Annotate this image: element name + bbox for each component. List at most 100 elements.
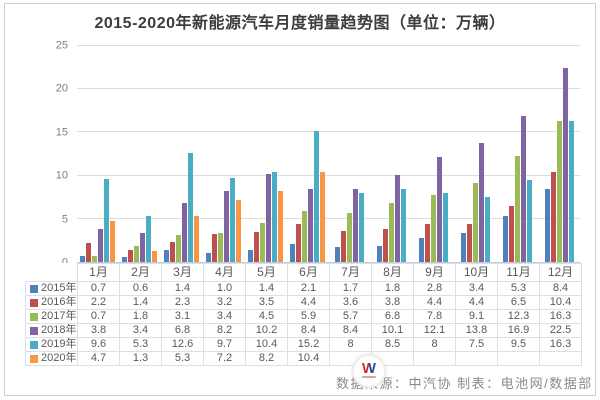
legend-inner: 2018年	[27, 324, 77, 337]
bar-2020年-5月	[278, 191, 284, 262]
bar-2017年-10月	[472, 183, 478, 262]
bar-2019年-9月	[442, 192, 448, 262]
value-2020年-3月: 5.3	[161, 351, 204, 366]
month-label-4月: 4月	[203, 263, 246, 282]
gridline-15	[77, 131, 580, 133]
bar-2019年-7月	[358, 192, 364, 262]
bar-group-1月	[77, 46, 119, 262]
y-tick-label-0: 0	[62, 257, 68, 269]
legend-cell-2015年: 2015年	[25, 281, 78, 296]
bar-2019年-12月	[568, 121, 574, 262]
y-tick-label-20: 20	[55, 82, 68, 95]
bar-2015年-5月	[248, 249, 254, 262]
legend-inner: 2020年	[27, 352, 77, 365]
value-2017年-2月: 1.8	[119, 309, 162, 324]
bar-2019年-2月	[146, 216, 152, 262]
month-header-row: 1月 2月 3月 4月 5月 6月 7月 8月 9月 10月 11月 12月	[25, 263, 582, 282]
legend-inner: 2019年	[27, 338, 77, 351]
bar-2018年-6月	[308, 189, 314, 262]
value-2019年-12月: 16.3	[539, 337, 582, 352]
legend-cell-2020年: 2020年	[25, 351, 78, 366]
value-2019年-11月: 9.5	[497, 337, 540, 352]
value-2018年-2月: 3.4	[119, 323, 162, 338]
watermark-logo: W	[352, 354, 386, 388]
bar-2017年-1月	[92, 255, 98, 262]
month-label-2月: 2月	[119, 263, 162, 282]
bar-2019年-4月	[230, 178, 236, 262]
legend-inner: 2015年	[27, 283, 77, 295]
value-2020年-9月	[413, 351, 456, 366]
value-2015年-8月: 1.8	[371, 281, 414, 296]
bar-2016年-9月	[424, 223, 430, 262]
data-table: 1月 2月 3月 4月 5月 6月 7月 8月 9月 10月 11月 12月 2015年 0.7 0.6 1.…	[25, 263, 582, 366]
value-2018年-12月: 22.5	[539, 323, 582, 338]
bar-2019年-3月	[188, 153, 194, 262]
legend-swatch-2018年	[30, 326, 38, 335]
value-2017年-11月: 12.3	[497, 309, 540, 324]
legend-swatch-2019年	[30, 340, 38, 349]
value-2016年-7月: 3.6	[329, 295, 372, 310]
month-label-1月: 1月	[77, 263, 120, 282]
bar-2016年-7月	[340, 230, 346, 262]
bar-2017年-11月	[514, 155, 520, 262]
value-2016年-1月: 2.2	[77, 295, 120, 310]
bar-2018年-2月	[140, 232, 146, 262]
legend-label-2020年: 2020年	[41, 352, 77, 365]
legend-label-2017年: 2017年	[41, 310, 77, 323]
value-2020年-6月: 10.4	[287, 351, 330, 366]
value-2020年-10月	[455, 351, 498, 366]
bar-2015年-1月	[80, 255, 86, 262]
source-note: 数据来源：中汽协 制表：电池网/数据部	[336, 376, 593, 391]
value-2019年-8月: 8.5	[371, 337, 414, 352]
bar-group-8月	[370, 46, 412, 262]
bar-2017年-7月	[346, 212, 352, 262]
table-row-2019年: 2019年 9.6 5.3 12.6 9.7 10.4 15.2 8 8.5 8 7.5 9.5 16.…	[25, 337, 582, 352]
value-2017年-9月: 7.8	[413, 309, 456, 324]
bar-2017年-6月	[302, 211, 308, 262]
gridline-20	[77, 88, 580, 90]
month-label-11月: 11月	[497, 263, 540, 282]
svg-text:W: W	[362, 360, 377, 377]
legend-cell-2017年: 2017年	[25, 309, 78, 324]
watermark-w-icon: W	[362, 360, 377, 378]
bar-2020年-4月	[236, 199, 242, 262]
value-2016年-8月: 3.8	[371, 295, 414, 310]
plot-area	[77, 45, 580, 263]
bar-group-6月	[287, 46, 329, 262]
legend-swatch-2015年	[30, 284, 38, 293]
bar-2020年-3月	[194, 216, 200, 262]
legend-label-2018年: 2018年	[41, 324, 77, 337]
value-2018年-11月: 16.9	[497, 323, 540, 338]
value-2018年-7月: 8.4	[329, 323, 372, 338]
bars-layer	[77, 46, 580, 262]
value-2019年-5月: 10.4	[245, 337, 288, 352]
month-label-5月: 5月	[245, 263, 288, 282]
value-2020年-2月: 1.3	[119, 351, 162, 366]
bar-2016年-4月	[212, 234, 218, 262]
bar-2016年-12月	[550, 172, 556, 262]
value-2020年-11月	[497, 351, 540, 366]
value-2016年-6月: 4.4	[287, 295, 330, 310]
value-2017年-3月: 3.1	[161, 309, 204, 324]
bar-2018年-4月	[224, 191, 230, 262]
bar-group-5月	[245, 46, 287, 262]
value-2015年-9月: 2.8	[413, 281, 456, 296]
value-2016年-5月: 3.5	[245, 295, 288, 310]
value-2019年-2月: 5.3	[119, 337, 162, 352]
legend-swatch-2020年	[30, 354, 38, 363]
y-tick-label-15: 15	[55, 126, 68, 139]
bar-2015年-12月	[544, 189, 550, 262]
legend-label-2019年: 2019年	[41, 338, 77, 351]
month-label-12月: 12月	[539, 263, 582, 282]
value-2019年-7月: 8	[329, 337, 372, 352]
value-2019年-6月: 15.2	[287, 337, 330, 352]
bar-2015年-2月	[122, 256, 128, 262]
value-2017年-8月: 6.8	[371, 309, 414, 324]
bar-group-7月	[329, 46, 371, 262]
chart-title: 2015-2020年新能源汽车月度销量趋势图（单位：万辆）	[94, 15, 506, 32]
bar-group-3月	[161, 46, 203, 262]
y-tick-label-10: 10	[55, 169, 68, 182]
bar-2016年-6月	[296, 223, 302, 262]
value-2015年-3月: 1.4	[161, 281, 204, 296]
bar-2016年-2月	[128, 249, 134, 262]
